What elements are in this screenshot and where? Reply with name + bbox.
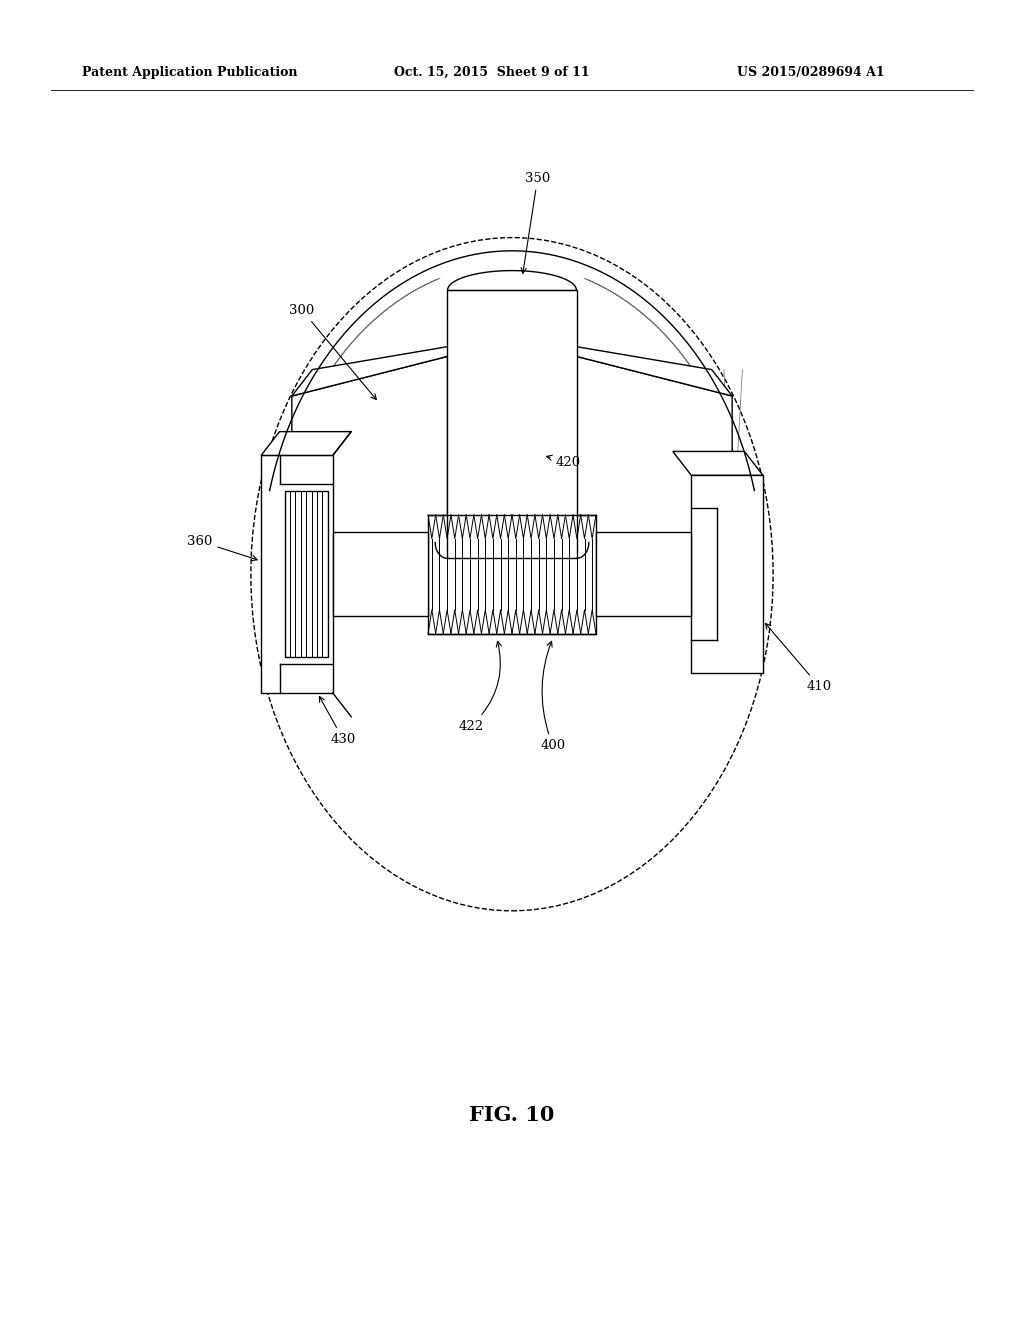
Text: 422: 422: [459, 642, 502, 733]
Polygon shape: [261, 432, 351, 455]
Text: 350: 350: [521, 172, 550, 273]
Text: 420: 420: [547, 455, 581, 469]
Polygon shape: [285, 491, 328, 657]
Text: 410: 410: [766, 623, 831, 693]
Polygon shape: [691, 475, 763, 673]
Text: 360: 360: [187, 535, 257, 561]
Polygon shape: [333, 532, 428, 616]
Polygon shape: [447, 290, 577, 558]
Text: FIG. 10: FIG. 10: [469, 1105, 555, 1126]
Polygon shape: [447, 271, 577, 290]
Text: 430: 430: [319, 697, 355, 746]
Polygon shape: [673, 451, 763, 475]
Text: Patent Application Publication: Patent Application Publication: [82, 66, 297, 79]
Polygon shape: [596, 532, 691, 616]
Polygon shape: [292, 356, 447, 558]
Polygon shape: [428, 515, 596, 634]
Polygon shape: [292, 343, 468, 396]
Text: 400: 400: [541, 642, 565, 752]
Polygon shape: [261, 455, 333, 693]
Polygon shape: [577, 356, 732, 558]
Polygon shape: [556, 343, 732, 396]
Text: US 2015/0289694 A1: US 2015/0289694 A1: [737, 66, 885, 79]
Text: 300: 300: [290, 304, 376, 400]
Text: Oct. 15, 2015  Sheet 9 of 11: Oct. 15, 2015 Sheet 9 of 11: [394, 66, 590, 79]
